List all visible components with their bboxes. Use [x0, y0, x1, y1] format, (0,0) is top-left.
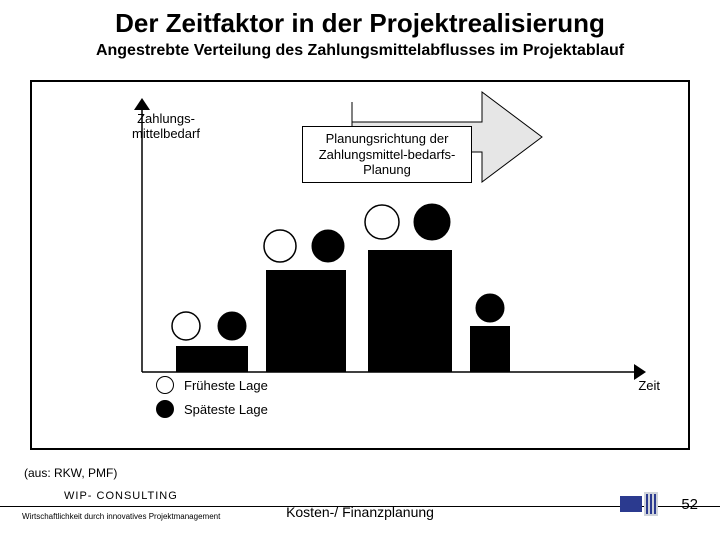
footer-center: Kosten-/ Finanzplanung [0, 504, 720, 520]
open-circle-icon [156, 376, 174, 394]
x-axis-label: Zeit [638, 378, 660, 393]
filled-circle-icon [156, 400, 174, 418]
legend-open-label: Früheste Lage [184, 378, 268, 393]
page-subtitle: Angestrebte Verteilung des Zahlungsmitte… [0, 42, 720, 60]
planning-direction-box: Planungsrichtung der Zahlungsmittel-beda… [302, 126, 472, 183]
chart-frame: Zahlungs-mittelbedarf Zeit Planungsricht… [30, 80, 690, 450]
legend: Früheste Lage Späteste Lage [156, 376, 268, 424]
y-axis-label: Zahlungs-mittelbedarf [116, 112, 216, 142]
slide: Der Zeitfaktor in der Projektrealisierun… [0, 0, 720, 540]
citation: (aus: RKW, PMF) [24, 466, 117, 480]
logo-icon [620, 492, 660, 516]
page-title: Der Zeitfaktor in der Projektrealisierun… [0, 8, 720, 39]
legend-row-filled: Späteste Lage [156, 400, 268, 418]
legend-row-open: Früheste Lage [156, 376, 268, 394]
legend-filled-label: Späteste Lage [184, 402, 268, 417]
page-number: 52 [681, 496, 698, 513]
footer-wip: WIP- CONSULTING [64, 490, 178, 502]
